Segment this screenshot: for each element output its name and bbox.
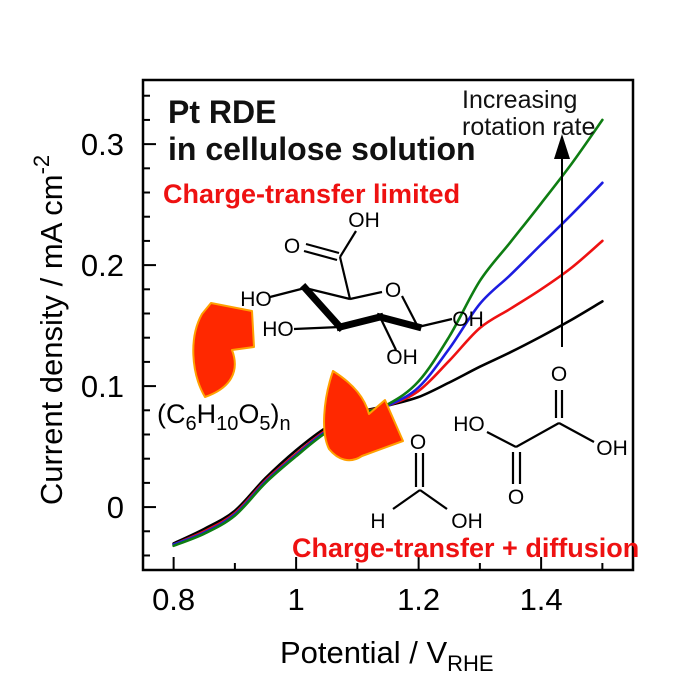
curve-highest-rotation-rate — [172, 118, 604, 548]
bond — [419, 489, 448, 510]
atom-label: O — [551, 363, 567, 386]
atom-label: HO — [240, 288, 272, 311]
rotation-rate-arrowhead-icon — [554, 134, 570, 159]
wedge-bond — [300, 283, 345, 332]
x-tick-label: 1.2 — [397, 582, 440, 617]
x-axis-label-subscript: RHE — [447, 651, 493, 676]
atom-label: O — [410, 431, 426, 454]
bond — [304, 286, 351, 301]
formula-part: (C — [157, 399, 186, 429]
atom-label: OH — [452, 308, 484, 331]
bond — [486, 431, 517, 448]
bond — [417, 317, 453, 329]
plot-title-line2: in cellulose solution — [168, 131, 476, 167]
y-tick-label: 0.1 — [81, 369, 124, 404]
x-tick-label: 1 — [288, 582, 305, 617]
oxalic-acid-structure: HO O O OH — [453, 363, 628, 509]
rotation-rate-arrow — [554, 134, 570, 347]
plot-frame — [141, 78, 635, 572]
atom-label: O — [385, 279, 401, 302]
bond — [515, 422, 560, 448]
formula-part: H — [197, 399, 217, 429]
x-axis-label: Potential / VRHE — [280, 635, 494, 676]
formula-subscript: 5 — [259, 413, 270, 435]
formula-part: O — [238, 399, 259, 429]
charge-transfer-limited-label: Charge-transfer limited — [163, 179, 460, 209]
rotation-rate-label-line2: rotation rate — [462, 113, 595, 141]
cellulose-to-monomer-arrow — [192, 302, 255, 398]
monomer-to-products-arrow — [323, 370, 404, 462]
x-axis-label-main: Potential / V — [280, 635, 447, 670]
bond — [303, 249, 338, 262]
bond — [379, 316, 397, 351]
atom-label: HO — [262, 318, 294, 341]
atom-label: O — [508, 486, 524, 509]
bond — [558, 422, 595, 443]
atom-label: OH — [348, 209, 380, 232]
bond — [339, 230, 357, 258]
atom-label: OH — [386, 346, 418, 369]
y-axis-label-superscript: -2 — [29, 155, 54, 175]
atom-label: O — [284, 235, 300, 258]
plot-title-line1: Pt RDE — [168, 94, 276, 130]
axis-tick-labels: 0.8 1 1.2 1.4 0 0.1 0.2 0.3 — [81, 127, 563, 617]
y-axis-label: Current density / mA cm-2 — [29, 155, 69, 505]
bond — [293, 325, 341, 331]
bond — [392, 489, 421, 510]
bond — [305, 242, 340, 255]
atom-label: HO — [453, 413, 485, 436]
formula-subscript: 6 — [186, 413, 197, 435]
rotation-rate-label-line1: Increasing — [462, 86, 577, 114]
wedge-bond — [335, 312, 385, 332]
charge-transfer-diffusion-label: Charge-transfer + diffusion — [292, 533, 639, 563]
wedge-bond — [375, 312, 423, 332]
bond — [269, 286, 306, 299]
y-axis-label-main: Current density / mA cm — [34, 174, 69, 505]
bond — [349, 290, 383, 301]
formula-subscript: n — [280, 413, 291, 435]
formula-part: ) — [271, 399, 280, 429]
formula-subscript: 10 — [216, 413, 238, 435]
atom-label: OH — [596, 437, 628, 460]
bond — [401, 295, 419, 328]
y-tick-label: 0.2 — [81, 248, 124, 283]
y-tick-label: 0.3 — [81, 127, 124, 162]
atom-label: H — [370, 510, 385, 533]
formic-acid-structure: OH OH — [370, 431, 482, 533]
cellulose-formula-label: (C6H10O5)n — [157, 399, 291, 435]
x-tick-label: 1.4 — [520, 582, 563, 617]
bond — [338, 256, 352, 300]
y-tick-label: 0 — [107, 490, 124, 525]
atom-label: OH — [451, 510, 483, 533]
x-tick-label: 0.8 — [152, 582, 195, 617]
